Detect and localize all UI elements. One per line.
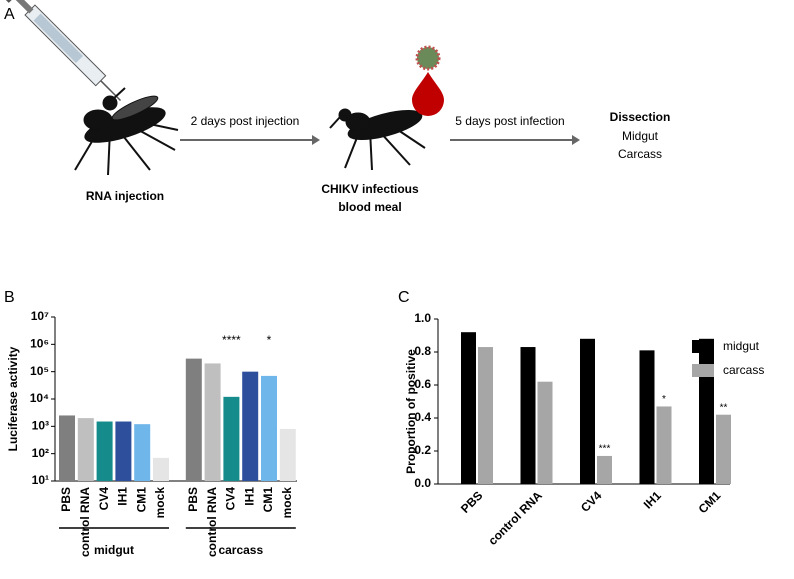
y-tick-label: 0.0	[414, 476, 431, 490]
x-tick-label: PBS	[59, 487, 73, 512]
step-label: CHIKV infectious	[321, 182, 419, 196]
y-tick-label: 1.0	[414, 311, 431, 325]
bar	[242, 371, 259, 481]
step-label: RNA injection	[86, 189, 164, 203]
group-label: midgut	[94, 543, 134, 557]
syringe	[4, 0, 122, 102]
bar	[520, 347, 536, 484]
x-tick-label: control RNA	[78, 487, 92, 557]
panel-label: A	[4, 6, 15, 23]
x-tick-label: control RNA	[205, 487, 219, 557]
arrow-head	[312, 135, 320, 145]
y-axis-label: Proportion of positive	[404, 349, 418, 474]
step-label: Midgut	[622, 129, 659, 143]
step-label: blood meal	[338, 200, 401, 214]
bar	[461, 332, 476, 484]
x-tick-label: CV4	[224, 487, 238, 511]
significance: *	[267, 333, 272, 347]
bar	[134, 424, 151, 481]
bar	[537, 381, 553, 484]
y-tick-label: 10²	[32, 446, 49, 460]
bar	[699, 338, 714, 484]
bar	[478, 347, 493, 484]
bar	[96, 421, 113, 481]
panel-label: B	[4, 289, 15, 306]
significance: ****	[222, 333, 241, 347]
significance: ***	[599, 444, 611, 455]
y-tick-label: 10³	[32, 419, 49, 433]
x-tick-label: PBS	[458, 488, 485, 515]
group-label: carcass	[218, 543, 263, 557]
bar	[153, 457, 169, 481]
significance: *	[662, 394, 666, 405]
arrow-label: 2 days post injection	[191, 114, 300, 128]
y-tick-label: 10¹	[32, 473, 49, 487]
bar	[656, 406, 672, 484]
panel-label: C	[398, 289, 410, 306]
y-tick-label: 0.2	[414, 443, 431, 457]
bar	[204, 363, 221, 481]
x-tick-label: IH1	[116, 487, 130, 506]
x-tick-label: IH1	[641, 488, 664, 511]
mosquito	[74, 87, 179, 176]
x-tick-label: CV4	[578, 488, 605, 515]
x-tick-label: CV4	[97, 487, 111, 511]
x-tick-label: PBS	[186, 487, 200, 512]
x-tick-label: IH1	[242, 487, 256, 506]
bar	[279, 428, 296, 481]
bar	[115, 421, 132, 481]
bar	[223, 396, 240, 481]
x-tick-label: CM1	[261, 487, 275, 513]
y-tick-label: 10⁴	[30, 391, 49, 405]
bar	[597, 455, 612, 484]
step-label: Dissection	[610, 110, 671, 124]
x-tick-label: CM1	[134, 487, 148, 513]
step-label: Carcass	[618, 147, 662, 161]
x-tick-label: mock	[280, 487, 294, 519]
bar	[77, 418, 94, 481]
y-tick-label: 0.8	[414, 344, 431, 358]
x-tick-label: control RNA	[485, 488, 545, 548]
arrow-head	[572, 135, 580, 145]
bar	[716, 414, 731, 484]
legend-label: midgut	[723, 339, 760, 353]
y-axis-label: Luciferase activity	[6, 346, 20, 451]
bar	[261, 375, 277, 481]
y-tick-label: 10⁷	[31, 309, 49, 323]
y-tick-label: 0.4	[414, 410, 431, 424]
bar	[639, 350, 655, 484]
bar	[59, 415, 75, 481]
significance: **	[720, 402, 728, 413]
virus	[415, 45, 441, 71]
legend-label: carcass	[723, 363, 764, 377]
arrow-label: 5 days post infection	[455, 114, 564, 128]
y-tick-label: 10⁶	[30, 337, 49, 351]
y-tick-label: 0.6	[414, 377, 431, 391]
y-tick-label: 10⁵	[30, 364, 49, 378]
legend-swatch	[692, 364, 714, 377]
mosquito	[329, 108, 426, 171]
x-tick-label: mock	[153, 487, 167, 519]
x-tick-label: CM1	[696, 488, 724, 516]
bar	[185, 358, 202, 481]
legend-swatch	[692, 340, 714, 353]
blood-drop	[412, 72, 444, 116]
bar	[580, 338, 595, 484]
